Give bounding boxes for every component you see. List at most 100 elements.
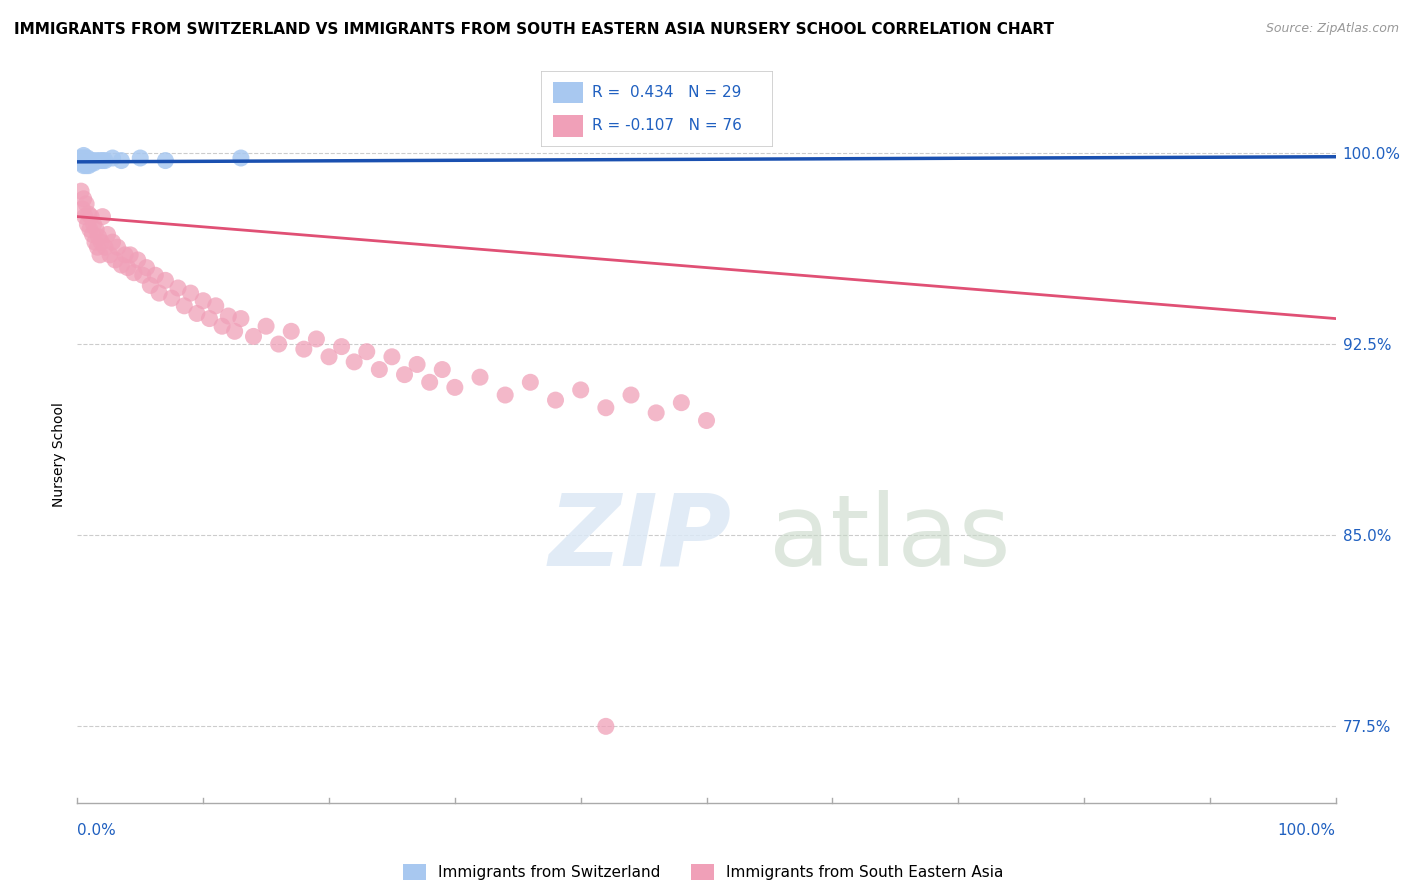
Point [267, 337, 290, 351]
Point [77, 153, 100, 168]
Point [368, 362, 391, 376]
Point [75, 197, 97, 211]
Point [72, 148, 94, 162]
Point [84, 235, 107, 249]
Point [91, 153, 114, 168]
Point [173, 299, 195, 313]
Text: ZIP: ZIP [548, 490, 731, 587]
Point [419, 376, 441, 390]
Point [132, 268, 155, 283]
Point [356, 344, 378, 359]
Point [468, 370, 491, 384]
Point [77, 207, 100, 221]
Point [148, 286, 170, 301]
Point [110, 258, 132, 272]
Point [94, 153, 117, 168]
Point [72, 159, 94, 173]
Point [98, 248, 121, 262]
Point [224, 324, 246, 338]
Text: atlas: atlas [769, 490, 1011, 587]
Text: 100.0%: 100.0% [1278, 823, 1336, 838]
Point [444, 380, 467, 394]
Point [432, 362, 454, 376]
Point [75, 153, 97, 168]
Point [139, 278, 162, 293]
Point [72, 151, 94, 165]
Point [696, 413, 718, 427]
Point [84, 222, 107, 236]
Point [73, 210, 96, 224]
Point [318, 350, 340, 364]
Point [127, 252, 149, 267]
Text: R = -0.107   N = 76: R = -0.107 N = 76 [592, 119, 742, 134]
Point [381, 350, 404, 364]
Point [254, 319, 277, 334]
Point [82, 153, 104, 168]
Point [73, 151, 96, 165]
Point [91, 210, 114, 224]
Point [135, 260, 157, 275]
Point [70, 153, 93, 168]
Bar [553, 115, 583, 136]
FancyBboxPatch shape [541, 71, 773, 147]
Point [198, 311, 221, 326]
Point [70, 156, 93, 170]
Point [101, 235, 124, 249]
Point [73, 156, 96, 170]
Point [620, 388, 643, 402]
Point [167, 281, 190, 295]
Point [292, 342, 315, 356]
Point [143, 268, 166, 283]
Text: 0.0%: 0.0% [77, 823, 117, 838]
Point [77, 159, 100, 173]
Point [204, 299, 226, 313]
Point [72, 153, 94, 168]
Point [120, 248, 142, 262]
Point [69, 151, 91, 165]
Point [87, 230, 110, 244]
Point [76, 151, 98, 165]
Point [101, 151, 124, 165]
Point [72, 156, 94, 170]
Point [72, 192, 94, 206]
Point [595, 719, 617, 733]
Point [110, 153, 132, 168]
Point [155, 153, 177, 168]
Point [671, 395, 693, 409]
Point [180, 286, 202, 301]
Point [242, 329, 264, 343]
Point [83, 217, 105, 231]
Point [80, 210, 103, 224]
Point [96, 227, 118, 242]
Point [595, 401, 617, 415]
Point [519, 376, 541, 390]
Point [186, 306, 208, 320]
Bar [553, 82, 583, 103]
Point [104, 252, 127, 267]
Point [107, 240, 129, 254]
Point [217, 309, 239, 323]
Point [229, 311, 252, 326]
Legend: Immigrants from Switzerland, Immigrants from South Eastern Asia: Immigrants from Switzerland, Immigrants … [402, 864, 1004, 880]
Point [86, 240, 108, 254]
Point [89, 248, 111, 262]
Point [305, 332, 328, 346]
Point [117, 260, 139, 275]
Point [76, 156, 98, 170]
Point [70, 184, 93, 198]
Point [160, 291, 183, 305]
Point [406, 358, 429, 372]
Y-axis label: Nursery School: Nursery School [52, 402, 66, 508]
Point [83, 156, 105, 170]
Point [82, 227, 104, 242]
Point [494, 388, 516, 402]
Point [394, 368, 416, 382]
Text: IMMIGRANTS FROM SWITZERLAND VS IMMIGRANTS FROM SOUTH EASTERN ASIA NURSERY SCHOOL: IMMIGRANTS FROM SWITZERLAND VS IMMIGRANT… [14, 22, 1054, 37]
Point [72, 202, 94, 216]
Point [229, 151, 252, 165]
Point [79, 222, 101, 236]
Point [645, 406, 668, 420]
Point [89, 153, 111, 168]
Point [343, 355, 366, 369]
Point [84, 153, 107, 168]
